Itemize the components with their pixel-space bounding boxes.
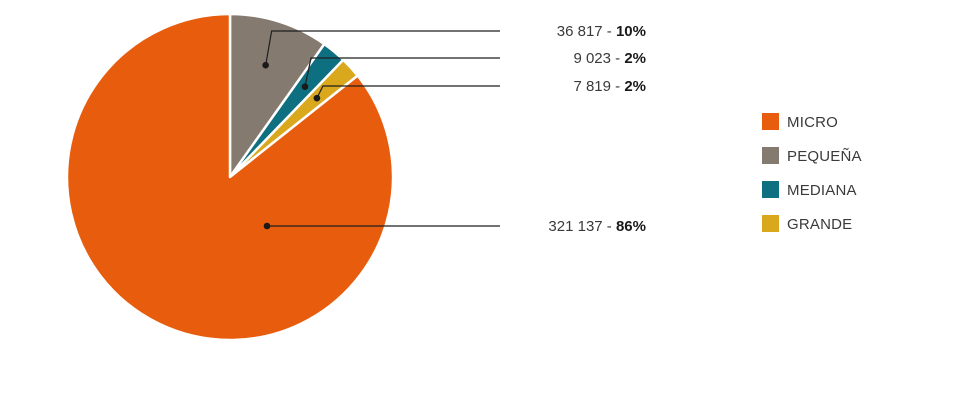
data-label-micro: 321 137 - 86% bbox=[548, 218, 646, 235]
pie-slices bbox=[65, 12, 395, 342]
callout-dot-grande bbox=[313, 94, 321, 102]
legend-label-grande: GRANDE bbox=[787, 216, 852, 233]
legend-label-mediana: MEDIANA bbox=[787, 182, 857, 199]
callout-line-mediana bbox=[304, 57, 500, 87]
callout-dot-micro bbox=[263, 222, 271, 230]
data-label-pequena: 36 817 - 10% bbox=[557, 23, 646, 40]
data-label-mediana: 9 023 - 2% bbox=[573, 50, 646, 67]
callout-dot-pequena bbox=[262, 61, 269, 69]
pie-callouts: 36 817 - 10% 9 023 - 2% 7 819 - 2% 321 137 … bbox=[262, 23, 646, 235]
legend-label-micro: MICRO bbox=[787, 114, 838, 131]
callout-dot-mediana bbox=[301, 83, 309, 90]
legend-swatch-grande bbox=[762, 215, 779, 232]
data-label-grande: 7 819 - 2% bbox=[573, 78, 646, 95]
pie-slice-pequena bbox=[228, 12, 326, 179]
callout-line-pequena bbox=[265, 30, 500, 66]
callout-line-grande bbox=[316, 85, 500, 99]
legend: MICRO PEQUEÑA MEDIANA GRANDE bbox=[762, 113, 862, 233]
legend-label-pequena: PEQUEÑA bbox=[787, 148, 862, 165]
legend-swatch-mediana bbox=[762, 181, 779, 198]
pie-slice-micro bbox=[65, 12, 395, 342]
legend-swatch-micro bbox=[762, 113, 779, 130]
legend-swatch-pequena bbox=[762, 147, 779, 164]
